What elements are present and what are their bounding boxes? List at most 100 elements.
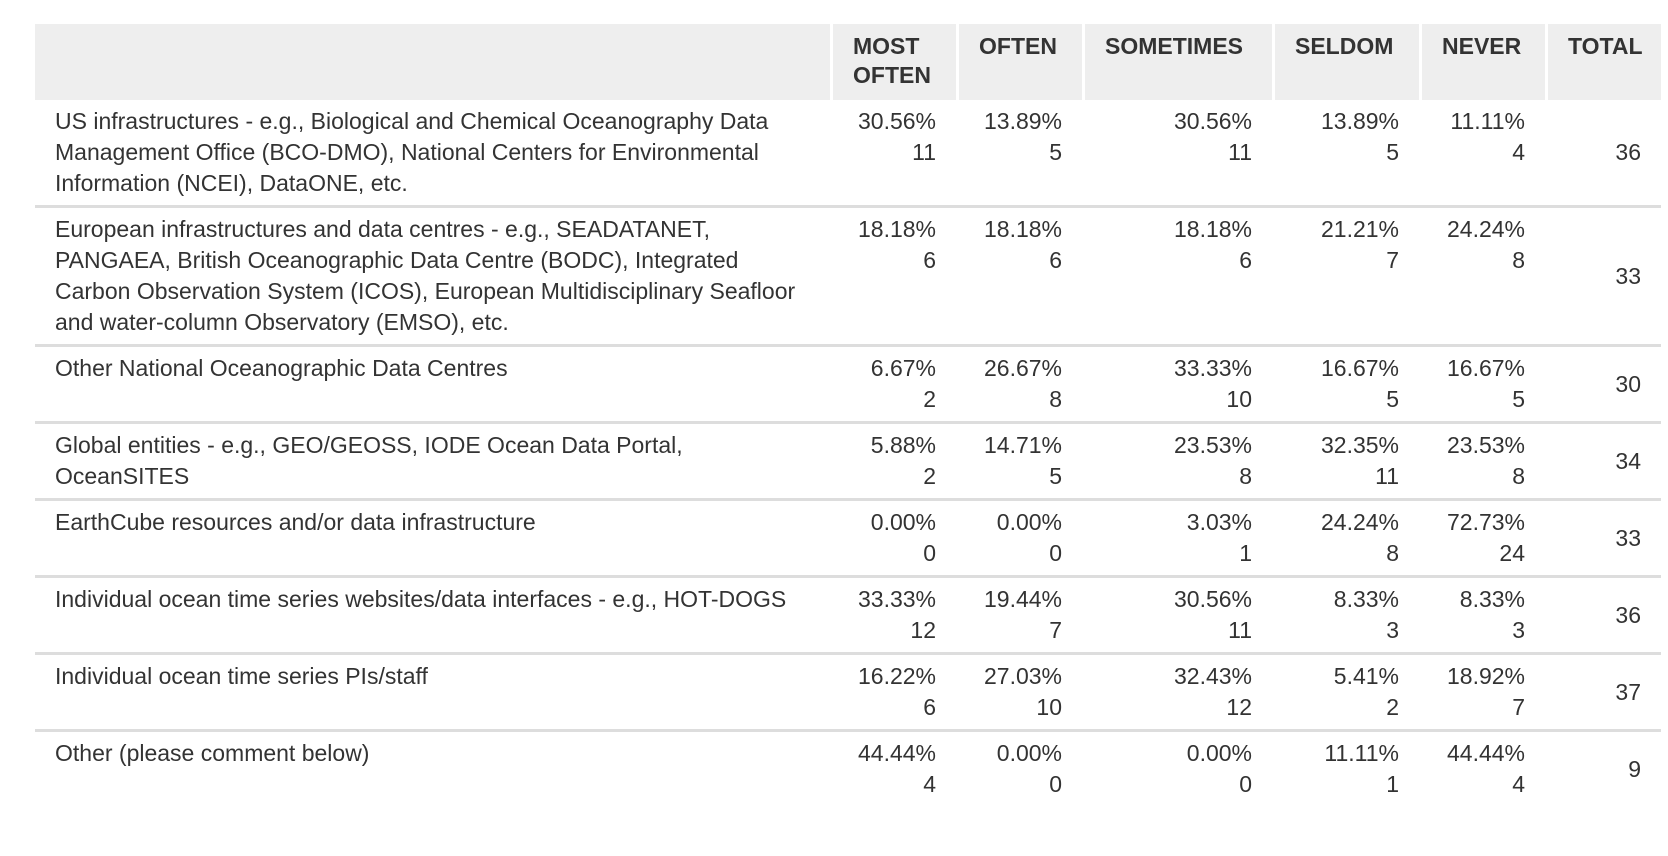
cell-sometimes: 30.56% 11 (1082, 578, 1272, 655)
row-label: Other National Oceanographic Data Centre… (35, 347, 830, 424)
cell-count: 7 (1386, 247, 1399, 273)
cell-count: 10 (1226, 386, 1252, 412)
cell-seldom: 13.89% 5 (1272, 100, 1419, 208)
cell-percentage: 11.11% (1450, 108, 1525, 134)
cell-never: 44.44% 4 (1419, 732, 1545, 806)
cell-most-often: 0.00% 0 (830, 501, 956, 578)
cell-count: 5 (1386, 386, 1399, 412)
cell-percentage: 5.41% (1333, 663, 1399, 689)
cell-sometimes: 33.33% 10 (1082, 347, 1272, 424)
header-most-often: MOST OFTEN (830, 24, 956, 100)
cell-never: 23.53% 8 (1419, 424, 1545, 501)
cell-seldom: 5.41% 2 (1272, 655, 1419, 732)
cell-percentage: 6.67% (870, 355, 936, 381)
cell-count: 8 (1512, 463, 1525, 489)
cell-percentage: 27.03% (983, 663, 1062, 689)
row-label: European infrastructures and data centre… (35, 208, 830, 347)
cell-count: 0 (1239, 771, 1252, 797)
row-total: 34 (1545, 424, 1661, 501)
cell-percentage: 0.00% (870, 509, 936, 535)
cell-most-often: 5.88% 2 (830, 424, 956, 501)
cell-count: 12 (910, 617, 936, 643)
cell-count: 0 (923, 540, 936, 566)
header-seldom: SELDOM (1272, 24, 1419, 100)
cell-percentage: 8.33% (1459, 586, 1525, 612)
cell-percentage: 18.18% (1173, 216, 1252, 242)
cell-percentage: 19.44% (983, 586, 1062, 612)
table-body: US infrastructures - e.g., Biological an… (35, 100, 1661, 806)
cell-never: 24.24% 8 (1419, 208, 1545, 347)
cell-never: 18.92% 7 (1419, 655, 1545, 732)
cell-often: 0.00% 0 (956, 732, 1082, 806)
table-row: Individual ocean time series PIs/staff 16… (35, 655, 1661, 732)
row-total: 33 (1545, 208, 1661, 347)
cell-percentage: 0.00% (996, 509, 1062, 535)
cell-percentage: 0.00% (996, 740, 1062, 766)
cell-count: 12 (1226, 694, 1252, 720)
header-never: NEVER (1419, 24, 1545, 100)
cell-count: 10 (1036, 694, 1062, 720)
cell-count: 7 (1049, 617, 1062, 643)
row-label: Other (please comment below) (55, 740, 370, 766)
cell-percentage: 16.22% (857, 663, 936, 689)
cell-percentage: 13.89% (983, 108, 1062, 134)
table-row: Other National Oceanographic Data Centre… (35, 347, 1661, 424)
cell-never: 16.67% 5 (1419, 347, 1545, 424)
row-label: Global entities - e.g., GEO/GEOSS, IODE … (35, 424, 830, 501)
cell-percentage: 18.18% (983, 216, 1062, 242)
cell-often: 13.89% 5 (956, 100, 1082, 208)
cell-percentage: 30.56% (1173, 108, 1252, 134)
cell-percentage: 18.18% (857, 216, 936, 242)
cell-count: 24 (1499, 540, 1525, 566)
cell-percentage: 18.92% (1446, 663, 1525, 689)
cell-count: 0 (1049, 771, 1062, 797)
cell-percentage: 44.44% (857, 740, 936, 766)
survey-table-container: MOST OFTEN OFTEN SOMETIMES SELDOM NEVER … (35, 24, 1661, 806)
cell-count: 8 (1386, 540, 1399, 566)
cell-sometimes: 23.53% 8 (1082, 424, 1272, 501)
cell-percentage: 26.67% (983, 355, 1062, 381)
cell-never: 11.11% 4 (1419, 100, 1545, 208)
cell-percentage: 16.67% (1446, 355, 1525, 381)
row-total: 36 (1545, 578, 1661, 655)
cell-count: 8 (1239, 463, 1252, 489)
row-total: 9 (1628, 755, 1641, 782)
cell-seldom: 21.21% 7 (1272, 208, 1419, 347)
row-label: Individual ocean time series PIs/staff (35, 655, 830, 732)
cell-percentage: 33.33% (1173, 355, 1252, 381)
cell-count: 4 (1512, 771, 1525, 797)
cell-most-often: 33.33% 12 (830, 578, 956, 655)
cell-never: 8.33% 3 (1419, 578, 1545, 655)
cell-count: 11 (1228, 139, 1252, 165)
cell-never: 72.73% 24 (1419, 501, 1545, 578)
cell-most-often: 18.18% 6 (830, 208, 956, 347)
cell-count: 5 (1512, 386, 1525, 412)
cell-percentage: 30.56% (857, 108, 936, 134)
cell-count: 5 (1049, 463, 1062, 489)
cell-sometimes: 3.03% 1 (1082, 501, 1272, 578)
cell-count: 2 (923, 463, 936, 489)
cell-often: 14.71% 5 (956, 424, 1082, 501)
cell-count: 2 (1386, 694, 1399, 720)
cell-count: 1 (1386, 771, 1399, 797)
cell-percentage: 11.11% (1324, 740, 1399, 766)
cell-percentage: 14.71% (983, 432, 1062, 458)
cell-often: 19.44% 7 (956, 578, 1082, 655)
row-total: 36 (1545, 100, 1661, 208)
table-row: Other (please comment below) 44.44% 4 0.00%… (35, 732, 1661, 806)
cell-seldom: 16.67% 5 (1272, 347, 1419, 424)
cell-count: 2 (923, 386, 936, 412)
cell-most-often: 44.44% 4 (830, 732, 956, 806)
cell-count: 4 (923, 771, 936, 797)
cell-percentage: 30.56% (1173, 586, 1252, 612)
cell-count: 0 (1049, 540, 1062, 566)
cell-count: 6 (923, 694, 936, 720)
cell-percentage: 16.67% (1320, 355, 1399, 381)
cell-most-often: 30.56% 11 (830, 100, 956, 208)
header-total: TOTAL (1545, 24, 1661, 100)
cell-often: 27.03% 10 (956, 655, 1082, 732)
cell-count: 6 (1239, 247, 1252, 273)
cell-percentage: 72.73% (1446, 509, 1525, 535)
cell-percentage: 8.33% (1333, 586, 1399, 612)
cell-count: 5 (1049, 139, 1062, 165)
